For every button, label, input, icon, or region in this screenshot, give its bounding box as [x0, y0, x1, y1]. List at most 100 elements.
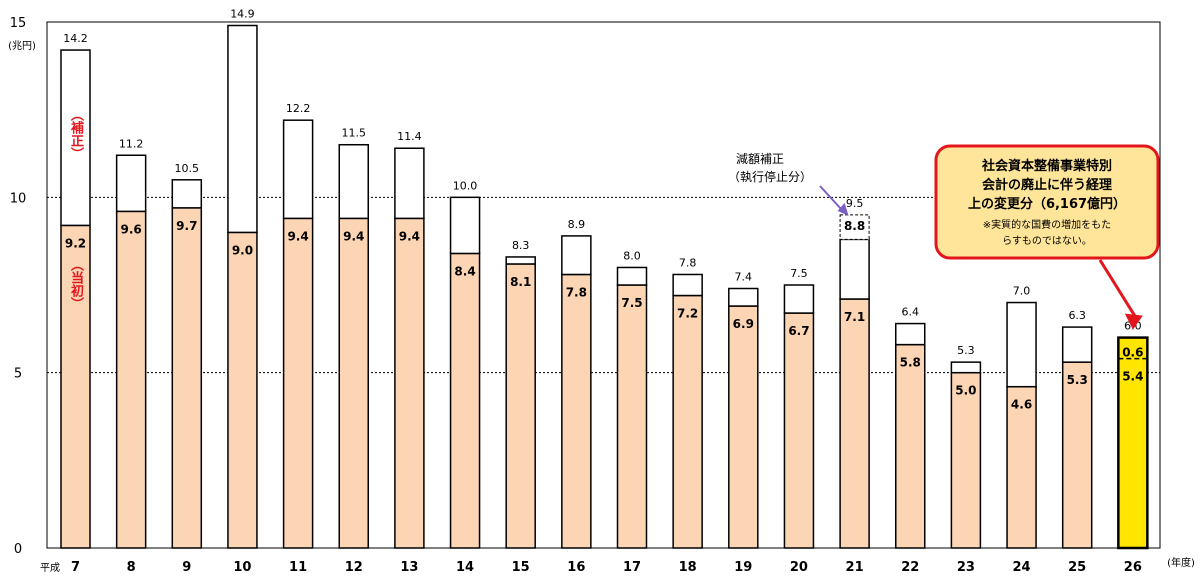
initial-value-label: 5.3 [1067, 373, 1088, 387]
bar-supplement [394, 147, 425, 220]
x-category-label: 7 [71, 560, 80, 575]
supplement-side-label: （補正） [68, 108, 85, 160]
initial-value-label: 9.7 [176, 219, 197, 233]
x-category-label: 25 [1068, 560, 1086, 575]
y-tick-label: 0 [14, 542, 22, 557]
bar-initial [1117, 336, 1149, 550]
total-value-label: 8.0 [623, 249, 641, 262]
x-category-label: 11 [289, 560, 307, 575]
x-category-label: 10 [233, 560, 251, 575]
y-tick-label: 10 [10, 191, 27, 206]
bar-supplement [783, 284, 815, 314]
bar-initial [338, 217, 369, 549]
callout-line2: 会計の廃止に伴う経理 [982, 177, 1112, 193]
initial-value-label: 6.9 [733, 317, 754, 331]
bar-reduction [839, 214, 870, 240]
bar-supplement [449, 196, 481, 255]
total-value-label: 8.9 [568, 218, 586, 231]
callout-box [934, 144, 1160, 260]
total-value-label: 14.2 [63, 32, 88, 45]
callout-line4: ※実質的な国費の増加をもた [983, 218, 1111, 231]
bar-supplement [616, 266, 648, 286]
bar-initial [950, 371, 982, 549]
total-value-label: 5.3 [957, 344, 975, 357]
bar-supplement [895, 322, 926, 346]
initial-value-label: 7.1 [844, 310, 865, 324]
initial-value-label: 7.8 [566, 285, 587, 299]
x-category-label: 14 [456, 560, 474, 575]
x-category-label: 23 [957, 560, 975, 575]
initial-value-label: 8.1 [510, 275, 531, 289]
initial-value-label: 9.4 [399, 229, 420, 243]
bar-supplement [115, 154, 147, 213]
initial-side-label: （当初） [68, 258, 85, 310]
bar-supplement [171, 179, 203, 209]
callout-line1: 社会資本整備事業特別 [981, 158, 1112, 174]
bar-initial [672, 294, 703, 549]
x-category-label: 26 [1124, 560, 1142, 575]
x-category-label: 9 [182, 560, 191, 575]
bar-supplement [950, 361, 982, 374]
bar-supplement [227, 24, 258, 234]
bar-supplement [282, 119, 314, 220]
initial-value-label: 5.8 [900, 356, 921, 370]
annotation-line2: （執行停止分） [728, 169, 812, 184]
total-value-label: 6.3 [1068, 309, 1086, 322]
bar-supplement [1061, 326, 1093, 363]
x-category-label: 21 [846, 560, 864, 575]
callout-arrowhead [1124, 313, 1143, 330]
initial-value-label: 5.0 [955, 384, 976, 398]
bar-initial [505, 263, 536, 549]
bar-initial [449, 252, 481, 549]
y-unit-label: (兆円) [8, 40, 36, 52]
bar-initial [895, 343, 926, 549]
bar-supplement [672, 273, 703, 297]
x-category-label: 17 [623, 560, 641, 575]
bar-initial [783, 312, 815, 549]
bar-supplement [728, 287, 759, 307]
bar-initial [171, 207, 203, 549]
bar-initial [282, 217, 314, 549]
bar-supplement [60, 49, 91, 227]
bar-initial [227, 231, 258, 549]
special-value-label: 0.6 [1122, 346, 1143, 360]
x-category-label: 22 [901, 560, 919, 575]
total-value-label: 7.8 [679, 256, 697, 269]
callout-arrow [1098, 259, 1138, 319]
bar-supplement [338, 143, 369, 220]
total-value-label: 14.9 [230, 8, 255, 21]
total-value-label: 7.4 [735, 271, 753, 284]
bar-initial [1006, 385, 1037, 549]
y-tick-label: 15 [10, 16, 27, 31]
callout-line3: 上の変更分（6,167億円） [968, 196, 1126, 212]
x-category-label: 24 [1013, 560, 1031, 575]
total-value-label: 10.5 [175, 162, 200, 175]
total-value-label: 9.5 [846, 197, 864, 210]
total-value-label: 11.2 [119, 137, 144, 150]
x-unit-label: (年度) [1167, 556, 1195, 569]
bar-initial [616, 284, 648, 549]
x-category-label: 20 [790, 560, 808, 575]
bar-supplement [561, 235, 592, 276]
initial-value-label: 9.0 [232, 243, 253, 257]
x-prefix-label: 平成 [40, 562, 60, 574]
bar-initial [839, 298, 870, 549]
bar-initial [394, 217, 425, 549]
annotation-line1: 減額補正 [736, 151, 784, 166]
reduction-value-label: 8.8 [844, 219, 865, 233]
x-category-label: 18 [679, 560, 697, 575]
initial-value-label: 5.4 [1122, 370, 1143, 384]
initial-value-label: 9.6 [121, 222, 142, 236]
y-tick-label: 5 [14, 367, 22, 382]
bar-initial [115, 210, 147, 549]
bar-supplement [505, 256, 536, 265]
bar-initial [728, 305, 759, 549]
initial-value-label: 9.2 [65, 236, 86, 250]
total-value-label: 11.5 [342, 127, 367, 140]
x-category-label: 16 [567, 560, 585, 575]
x-category-label: 13 [400, 560, 418, 575]
initial-value-label: 7.2 [677, 307, 698, 321]
plot-frame [46, 21, 1161, 549]
